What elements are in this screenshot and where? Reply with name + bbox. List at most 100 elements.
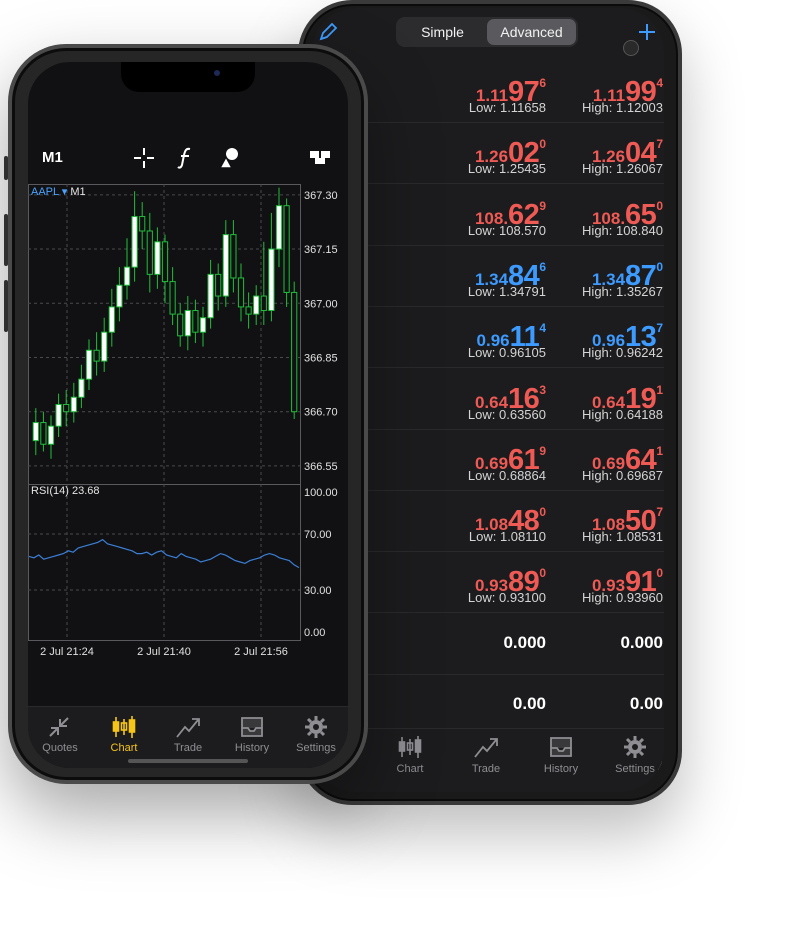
quote-row[interactable]: 0.64163 Low: 0.63560 0.64191 High: 0.64188 xyxy=(312,369,664,430)
timeframe-selector[interactable]: M1 xyxy=(42,149,63,166)
candle-body xyxy=(291,291,298,413)
ask-price: 0.96137 xyxy=(553,313,663,352)
bid-price-small: 1.34 xyxy=(474,269,509,289)
back-tab-chart[interactable]: Chart xyxy=(375,735,445,775)
low-value: Low: 0.68864 xyxy=(467,467,546,483)
ask-price: 1.26047 xyxy=(553,129,663,168)
price-chart[interactable]: 367.30 367.15 367.00 366.85 366.70 366.55 100.… xyxy=(28,182,348,662)
ask-price-sup: 7 xyxy=(656,505,663,520)
back-tab-trade-label: Trade xyxy=(471,763,501,775)
bid-price-sup: 6 xyxy=(539,76,546,90)
high-value: High: 1.26067 xyxy=(582,161,663,177)
tab-trade[interactable]: Trade xyxy=(156,715,220,754)
shapes-icon[interactable] xyxy=(218,146,242,170)
tab-history[interactable]: History xyxy=(220,715,284,754)
candle-body xyxy=(283,205,290,293)
candle-body xyxy=(85,349,93,380)
bid-price: 0.96114 xyxy=(436,313,546,352)
inbox-tray-icon xyxy=(241,717,263,737)
high-value: High: 0.64188 xyxy=(582,406,663,422)
bid-zero-price: 0.00 xyxy=(512,694,546,713)
chart-symbol-label[interactable]: AAPL ▾ M1 xyxy=(31,185,86,198)
gear-icon xyxy=(305,716,327,738)
rsi-indicator-label: RSI(14) 23.68 xyxy=(31,485,100,497)
high-value: High: 0.93960 xyxy=(582,590,663,606)
price-tick-label: 367.15 xyxy=(304,244,338,256)
candle-body xyxy=(161,241,169,283)
ask-price: 0.93910 xyxy=(553,558,663,597)
quote-row[interactable]: 1.11976 Low: 1.11658 1.11994 High: 1.12003 xyxy=(312,62,664,123)
mute-switch xyxy=(4,156,8,180)
candle-body xyxy=(116,284,123,308)
quote-row[interactable]: 0.69619 Low: 0.68864 0.69641 High: 0.69687 xyxy=(312,430,664,491)
ask-price-cell: 0.00 xyxy=(553,681,663,717)
back-tab-settings[interactable]: Settings xyxy=(600,735,664,775)
low-value: Low: 1.11658 xyxy=(468,100,546,115)
candle-body xyxy=(70,396,77,413)
back-tab-settings-label: Settings xyxy=(615,763,655,775)
segment-advanced[interactable]: Advanced xyxy=(487,19,576,45)
ask-price-small: 1.26 xyxy=(591,147,626,167)
quotes-arrows-icon xyxy=(49,717,69,737)
ask-price-cell: 0.96137 High: 0.96242 xyxy=(553,313,663,360)
tab-chart[interactable]: Chart xyxy=(92,715,156,754)
tab-settings[interactable]: Settings xyxy=(284,715,348,754)
ask-price-big: 50 xyxy=(625,505,657,538)
symbol-dropdown-icon: ▾ xyxy=(61,186,68,198)
price-tick-label: 366.55 xyxy=(304,461,338,473)
bid-price-small: 0.64 xyxy=(474,392,509,412)
time-tick-label: 2 Jul 21:24 xyxy=(40,646,94,658)
crosshair-icon[interactable] xyxy=(132,146,156,170)
quote-row[interactable]: 0.96114 Low: 0.96105 0.96137 High: 0.96242 xyxy=(312,307,664,369)
price-tick-label: 366.85 xyxy=(304,352,338,364)
function-icon[interactable] xyxy=(174,146,198,170)
candle-body xyxy=(207,273,214,319)
bid-price-cell: 0.00 xyxy=(436,681,546,717)
ask-price-big: 13 xyxy=(625,321,657,354)
ask-price-big: 65 xyxy=(625,198,657,231)
candlestick-icon xyxy=(398,736,422,758)
ask-price: 0.69641 xyxy=(553,436,663,475)
bid-price-cell: 108.629 Low: 108.570 xyxy=(436,191,546,238)
tab-label: Quotes xyxy=(42,742,78,754)
quote-row[interactable]: 1.26020 Low: 1.25435 1.26047 High: 1.26067 xyxy=(312,123,664,185)
low-value: Low: 1.25435 xyxy=(467,161,546,177)
bid-price-big: 02 xyxy=(508,137,540,170)
tab-quotes[interactable]: Quotes xyxy=(28,715,92,754)
candle-body xyxy=(237,277,245,308)
bid-price-small: 0.96 xyxy=(476,331,510,351)
price-tick-label: 366.70 xyxy=(304,407,338,419)
add-plus-icon[interactable] xyxy=(637,22,657,42)
layout-windows-icon[interactable] xyxy=(308,146,332,170)
bid-price-small: 1.11 xyxy=(475,86,509,105)
segment-simple[interactable]: Simple xyxy=(421,24,464,40)
ask-price-cell: 108.650 High: 108.840 xyxy=(553,191,663,238)
high-value: High: 0.96242 xyxy=(582,345,663,361)
candle-body xyxy=(63,403,70,413)
ask-price-cell: 0.69641 High: 0.69687 xyxy=(553,436,663,483)
candle-body xyxy=(275,205,283,250)
ask-price-sup: 4 xyxy=(656,76,663,90)
candle-body xyxy=(268,248,275,312)
quote-row[interactable]: 1.34846 Low: 1.34791 1.34870 High: 1.35267 xyxy=(312,246,664,307)
ask-price-big: 99 xyxy=(625,76,657,108)
quote-row[interactable]: 0.93890 Low: 0.93100 0.93910 High: 0.93960 xyxy=(312,552,664,614)
ask-price: 1.11994 xyxy=(553,68,663,107)
quote-row[interactable]: 1.08480 Low: 1.08110 1.08507 High: 1.08531 xyxy=(312,491,664,553)
candle-body xyxy=(260,295,267,312)
ask-price-sup: 0 xyxy=(656,566,663,581)
ask-price-small: 0.93 xyxy=(591,576,626,596)
edit-pencil-icon[interactable] xyxy=(318,22,338,42)
quote-row[interactable]: 0.000 0.000 xyxy=(312,614,664,675)
tab-label: Chart xyxy=(110,742,138,754)
bid-price-big: 62 xyxy=(508,198,540,231)
ask-price: 1.34870 xyxy=(553,252,663,291)
bid-price: 0.64163 xyxy=(436,375,546,414)
candle-body xyxy=(230,234,237,279)
quote-row[interactable]: 108.629 Low: 108.570 108.650 High: 108.840 xyxy=(312,185,664,246)
candle-body xyxy=(146,230,153,275)
back-tab-history[interactable]: History xyxy=(526,735,596,775)
ask-price-big: 87 xyxy=(625,259,657,292)
trade-trend-icon xyxy=(474,738,498,758)
back-tab-trade[interactable]: Trade xyxy=(451,735,521,775)
